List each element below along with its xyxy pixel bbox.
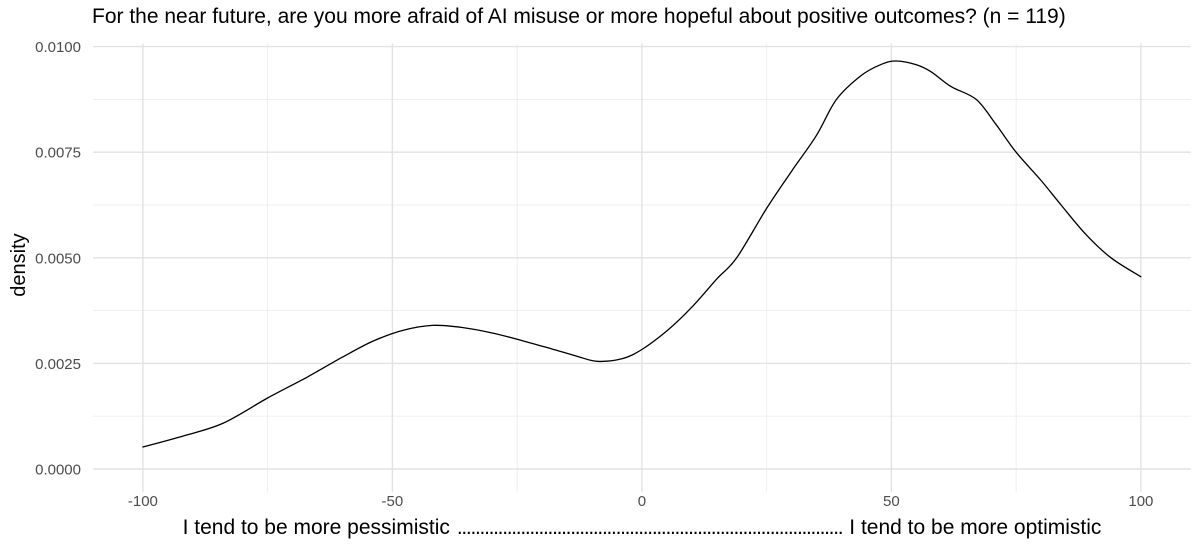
x-tick-label: 100 [1128, 493, 1153, 510]
x-tick-label: 0 [638, 493, 646, 510]
x-axis-title-optimistic: I tend to be more optimistic [849, 516, 1102, 539]
y-tick-label: 0.0050 [35, 250, 81, 267]
x-axis-title-dots: ........................................… [456, 516, 844, 539]
x-axis-title: I tend to be more pessimistic...........… [93, 515, 1191, 540]
x-tick-label: -100 [128, 493, 158, 510]
x-tick-label: 50 [883, 493, 900, 510]
y-tick-label: 0.0000 [35, 462, 81, 479]
x-axis-title-pessimistic: I tend to be more pessimistic [182, 516, 450, 539]
chart-title: For the near future, are you more afraid… [92, 5, 1066, 28]
x-tick-label: -50 [382, 493, 404, 510]
y-axis-title: density [8, 233, 30, 297]
y-tick-label: 0.0100 [35, 39, 81, 56]
y-tick-label: 0.0025 [35, 356, 81, 373]
density-curve [142, 60, 1142, 448]
y-tick-label: 0.0075 [35, 145, 81, 162]
